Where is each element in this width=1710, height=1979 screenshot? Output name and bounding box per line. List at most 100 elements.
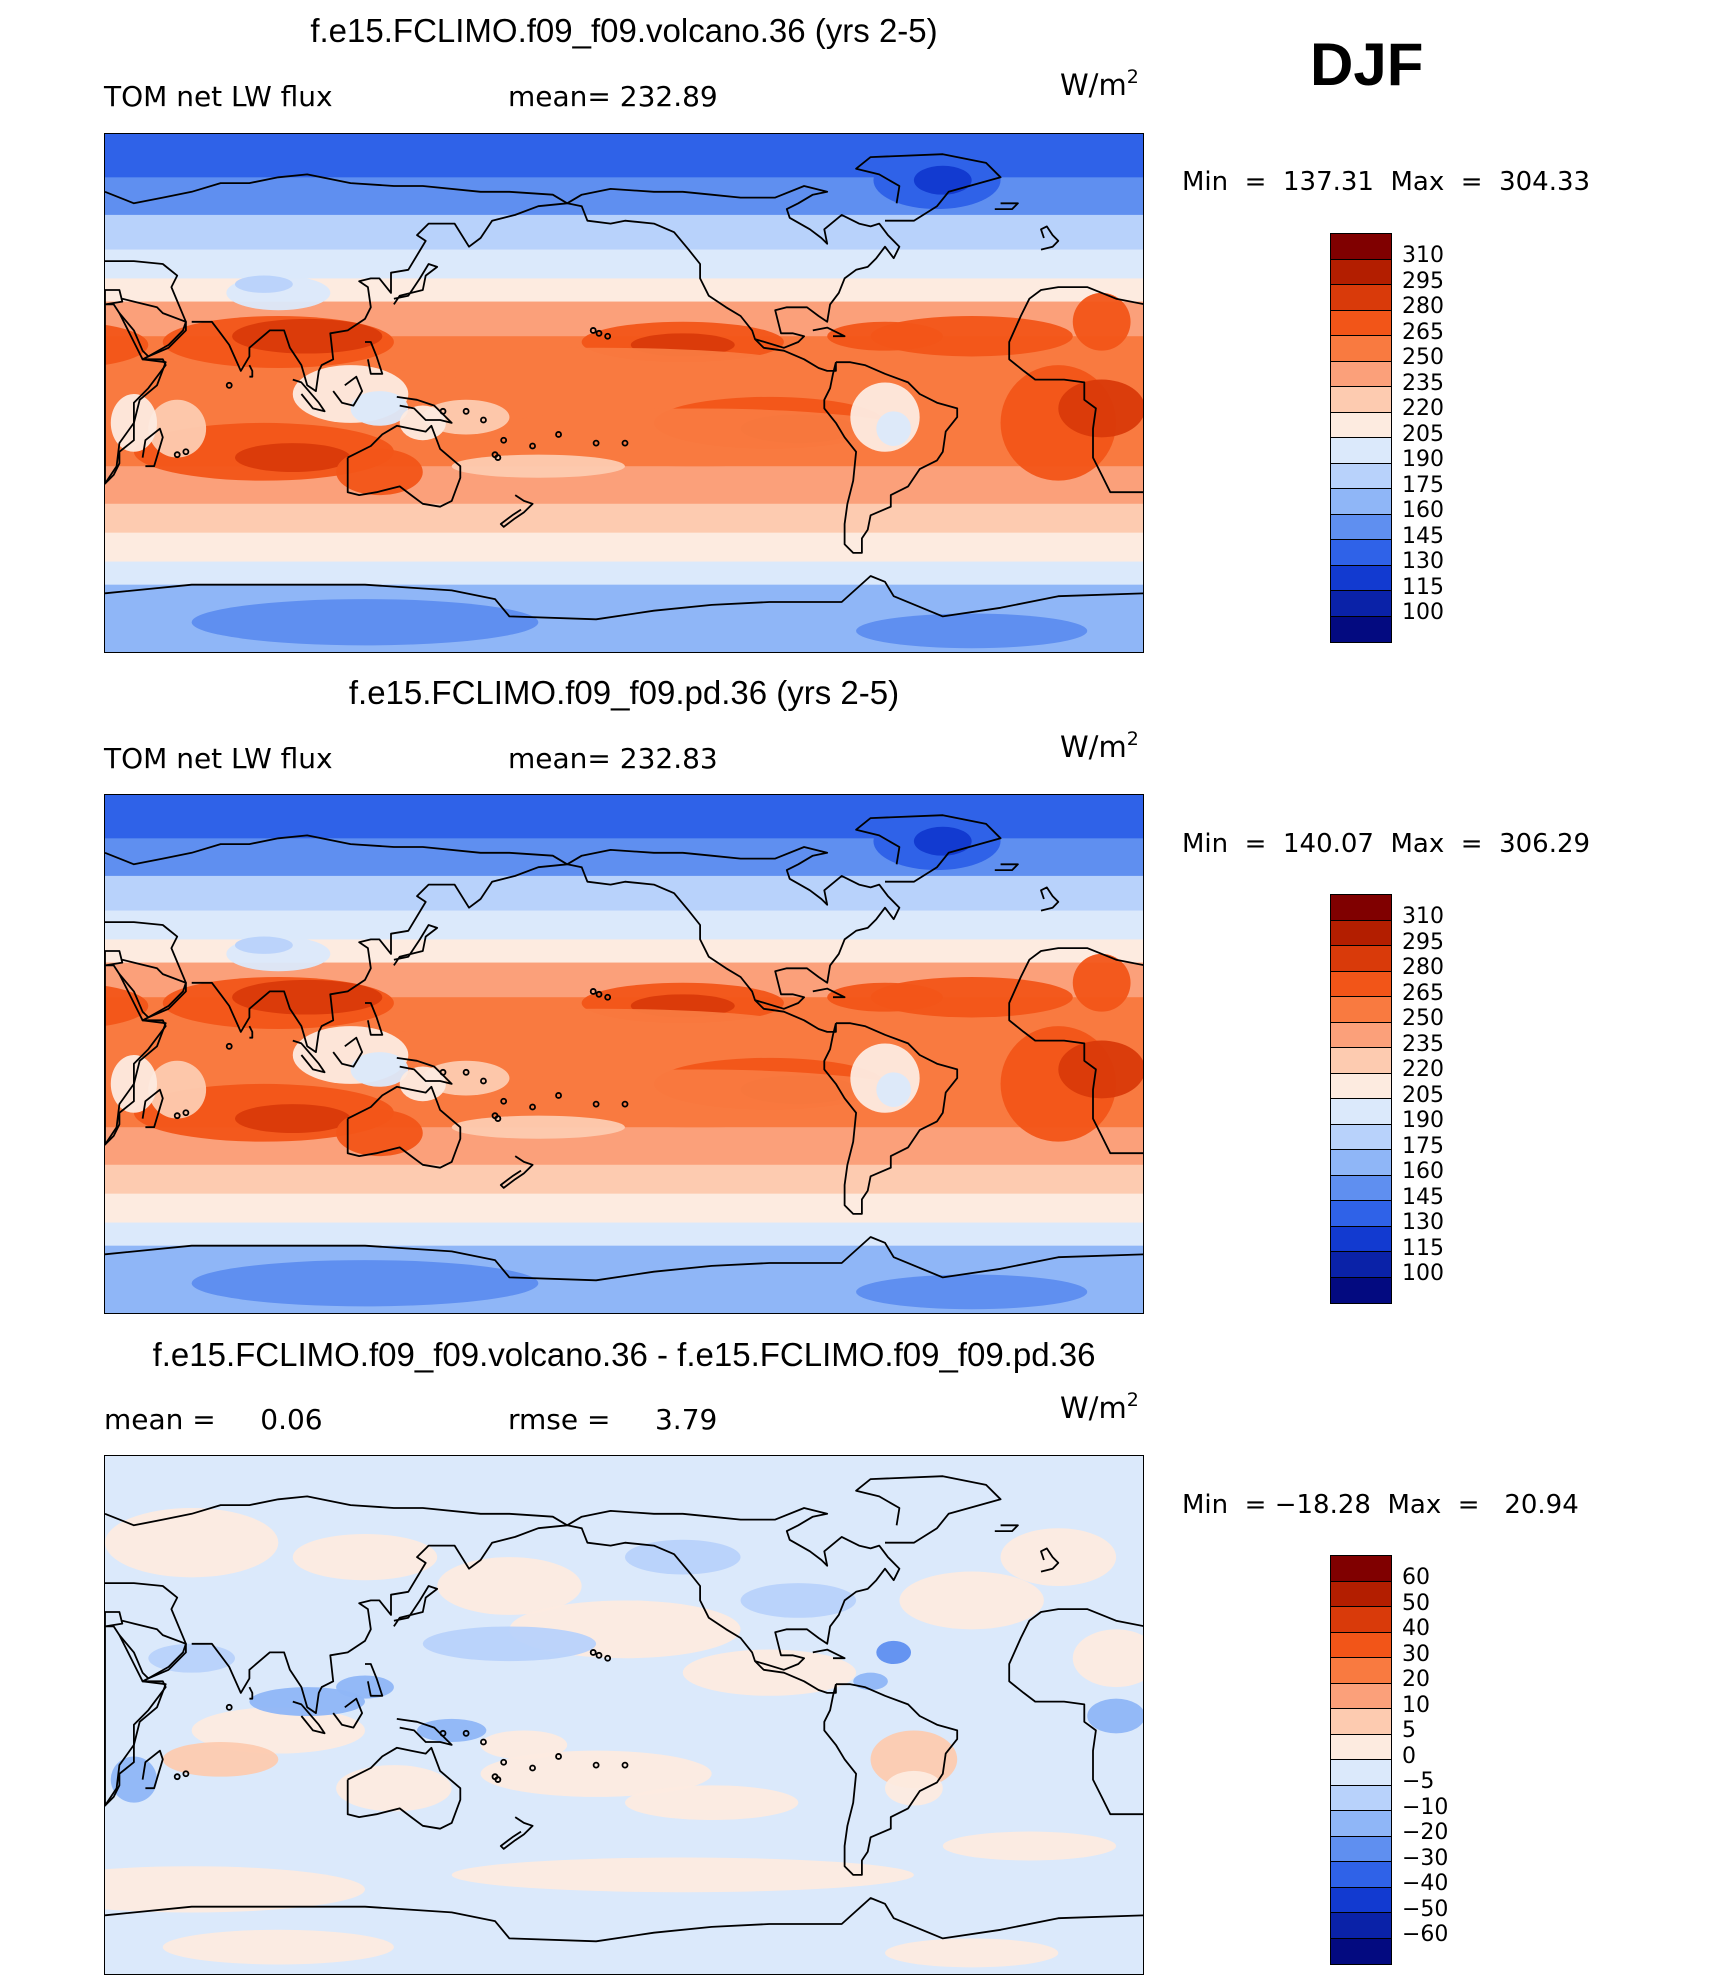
coastline-island	[592, 1761, 600, 1769]
coastline-island	[621, 1761, 629, 1769]
colorbar-tick-label: −5	[1402, 1769, 1435, 1794]
panel-1-title: f.e15.FCLIMO.f09_f09.volcano.36 (yrs 2-5…	[310, 12, 938, 49]
colorbar-tick-label: −20	[1402, 1820, 1449, 1845]
coastline-greenland	[855, 153, 1002, 222]
coastline-borneo	[332, 375, 364, 407]
coastline-srilanka	[248, 364, 254, 378]
colorbar-tick-label: 20	[1402, 1667, 1430, 1692]
panel-3-colorbar	[1330, 1555, 1392, 1965]
colorbar-box	[1331, 1632, 1391, 1658]
coastline-madagascar	[141, 1088, 164, 1129]
colorbar-box	[1331, 1785, 1391, 1811]
coastline-uk	[1040, 225, 1060, 251]
panel-1-units: W/m2	[1060, 66, 1139, 102]
colorbar-tick-label: 295	[1402, 929, 1444, 955]
colorbar-box	[1331, 463, 1391, 489]
colorbar-tick-label: 10	[1402, 1692, 1430, 1718]
colorbar-box	[1331, 1252, 1391, 1278]
coastline-asia_main	[105, 1495, 569, 1715]
colorbar-box	[1331, 387, 1391, 413]
coastline-island	[555, 1092, 562, 1099]
coastline-namerica	[566, 185, 901, 349]
coastline-madagascar	[141, 427, 164, 468]
coastline-japan	[393, 263, 439, 305]
colorbar-tick-label: 130	[1402, 1210, 1444, 1235]
colorbar-tick-label: 5	[1402, 1718, 1416, 1743]
coastline-namerica	[566, 1507, 901, 1671]
coastline-iceland	[994, 1524, 1019, 1532]
colorbar-box	[1331, 920, 1391, 946]
coastline-cuba	[812, 987, 846, 999]
colorbar-box	[1331, 1862, 1391, 1888]
colorbar-tick-label: 250	[1402, 345, 1444, 370]
coastline-island	[182, 1109, 190, 1117]
coastline-newguinea	[396, 396, 453, 424]
coastline-africa_east	[105, 964, 167, 1146]
coastline-iceland	[994, 202, 1019, 210]
coastline-island	[173, 1773, 181, 1781]
panel-1-min-max: Min = 137.31 Max = 304.33	[1182, 167, 1591, 197]
coastline-island	[529, 1764, 536, 1772]
coastline-philippines	[365, 1002, 384, 1036]
coastline-island	[494, 1115, 502, 1122]
coastline-island	[462, 407, 470, 415]
panel-2-min-max: Min = 140.07 Max = 306.29	[1182, 829, 1591, 859]
coastline-island	[494, 454, 502, 461]
coastline-island	[621, 439, 629, 447]
colorbar-box	[1331, 310, 1391, 336]
coastline-africa_east	[105, 1625, 167, 1807]
panel-1-variable-label: TOM net LW flux	[104, 80, 333, 113]
coastline-island	[182, 448, 190, 456]
coastline-island	[595, 329, 603, 337]
colorbar-box	[1331, 1175, 1391, 1201]
coastline-sumatra	[292, 1039, 326, 1074]
colorbar-box	[1331, 285, 1391, 311]
colorbar-tick-label: 60	[1402, 1565, 1430, 1590]
colorbar-box	[1331, 1709, 1391, 1735]
coastline-cuba	[812, 326, 846, 338]
colorbar-box	[1331, 1887, 1391, 1913]
coastline-island	[225, 1703, 233, 1711]
coastline-borneo	[332, 1697, 364, 1729]
colorbar-tick-label: 235	[1402, 1031, 1444, 1057]
colorbar-box	[1331, 1938, 1391, 1964]
colorbar-tick-label: 235	[1402, 370, 1444, 396]
colorbar-tick-label: 145	[1402, 1184, 1444, 1210]
colorbar-tick-label: 190	[1402, 447, 1444, 472]
colorbar-box	[1331, 540, 1391, 566]
coastline-island	[480, 1077, 487, 1085]
colorbar-tick-label: 220	[1402, 396, 1444, 421]
coastline-namerica	[566, 846, 901, 1010]
coastline-island	[225, 381, 233, 389]
colorbar-box	[1331, 895, 1391, 921]
coastline-island	[592, 1100, 600, 1108]
coastline-island	[182, 1770, 190, 1778]
colorbar-tick-label: 0	[1402, 1743, 1416, 1769]
colorbar-tick-label: 205	[1402, 1082, 1444, 1108]
coastline-asia_main	[105, 173, 569, 393]
coastline-island	[439, 407, 447, 415]
coastline-philippines	[365, 341, 384, 375]
colorbar-tick-label: 250	[1402, 1006, 1444, 1031]
coastline-africa_west	[1008, 286, 1143, 494]
colorbar-box	[1331, 1913, 1391, 1939]
colorbar-box	[1331, 997, 1391, 1023]
colorbar-tick-label: 220	[1402, 1057, 1444, 1082]
coastline-island	[529, 442, 536, 450]
panel-2-units: W/m2	[1060, 728, 1139, 764]
colorbar-tick-label: −50	[1402, 1896, 1449, 1922]
panel-1-map	[104, 133, 1144, 653]
coastline-asia_main	[105, 834, 569, 1054]
colorbar-box	[1331, 616, 1391, 642]
coastline-island	[462, 1729, 470, 1737]
colorbar-box	[1331, 1226, 1391, 1252]
colorbar-tick-label: 265	[1402, 980, 1444, 1006]
coastline-samerica	[823, 1683, 959, 1876]
colorbar-tick-label: 40	[1402, 1616, 1430, 1641]
colorbar-box	[1331, 438, 1391, 464]
colorbar-box	[1331, 1734, 1391, 1760]
coastline-philippines	[365, 1663, 384, 1697]
coastline-island	[595, 1651, 603, 1659]
coastline-island	[604, 332, 612, 340]
colorbar-tick-label: 30	[1402, 1641, 1430, 1667]
